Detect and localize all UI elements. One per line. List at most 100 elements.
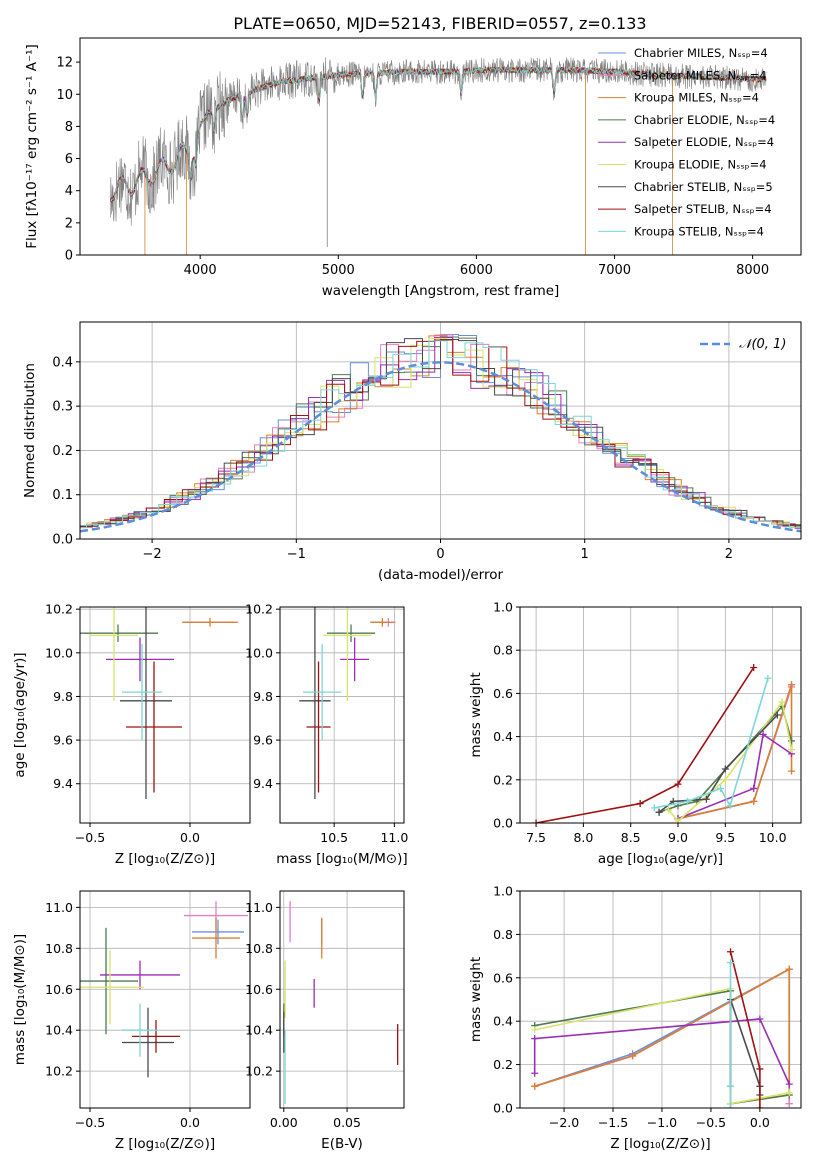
panel-mass_vs_ebv: 0.00 0.05 10.2 10.4 10.6 10.8 11.0 E(B-V) bbox=[245, 890, 405, 1152]
mass-weight-marker bbox=[727, 1104, 735, 1108]
gaussian-reference-line bbox=[80, 361, 801, 533]
y-tick-label: 0.8 bbox=[493, 643, 513, 658]
mass-weight-marker bbox=[726, 802, 734, 810]
axes-frame bbox=[519, 890, 802, 1109]
mass-weight-marker bbox=[636, 800, 644, 808]
y-tick-label: 10.2 bbox=[245, 1064, 273, 1079]
y-tick-label: 0.0 bbox=[493, 816, 513, 831]
mass-weight-marker bbox=[683, 797, 691, 805]
legend-label: Kroupa MILES, Nₛₛₚ=4 bbox=[634, 91, 759, 105]
x-tick-label: −0.5 bbox=[75, 1115, 105, 1130]
residual-histogram-step bbox=[80, 335, 801, 529]
mass-weight-marker bbox=[629, 1052, 637, 1060]
mass-weight-marker bbox=[665, 806, 673, 814]
plot-area bbox=[80, 334, 801, 539]
y-tick-label: 10.8 bbox=[45, 941, 73, 956]
mass-weight-marker bbox=[788, 681, 796, 689]
y-tick-label: 10.0 bbox=[245, 645, 273, 660]
y-tick-label: 10 bbox=[56, 88, 73, 103]
y-tick-label: 10.2 bbox=[45, 602, 73, 617]
x-tick-label: −1.5 bbox=[598, 1115, 628, 1130]
y-tick-label: 4 bbox=[65, 184, 73, 199]
x-tick-label: 0.0 bbox=[750, 1115, 770, 1130]
mass-weight-marker bbox=[727, 959, 735, 967]
y-tick-label: 0.4 bbox=[493, 1014, 513, 1029]
x-tick-label: −1.0 bbox=[647, 1115, 677, 1130]
residual-histogram-step bbox=[80, 339, 801, 528]
x-tick-label: 0.0 bbox=[180, 1115, 200, 1130]
y-tick-label: 9.6 bbox=[53, 733, 73, 748]
x-tick-label: 9.0 bbox=[668, 830, 688, 845]
axes-frame bbox=[519, 606, 802, 824]
legend-label: 𝒩(0, 1) bbox=[739, 337, 786, 352]
figure-title: PLATE=0650, MJD=52143, FIBERID=0557, z=0… bbox=[233, 14, 646, 33]
panel-mw_vs_z: −2.0 −1.5 −1.0 −0.5 0.0 0.0 0.2 0.4 0.6 0.8 1.0 Z [… bbox=[468, 884, 802, 1152]
y-axis-label: age [log₁₀(age/yr)] bbox=[12, 652, 28, 777]
y-axis-label: Flux [fλ10⁻¹⁷ erg cm⁻² s⁻¹ A⁻¹] bbox=[24, 44, 40, 249]
y-tick-label: 9.8 bbox=[253, 689, 273, 704]
x-axis-label: Z [log₁₀(Z/Z⊙)] bbox=[610, 1136, 710, 1152]
y-tick-label: 12 bbox=[56, 56, 73, 71]
x-tick-label: 6000 bbox=[460, 263, 493, 278]
plot-area bbox=[299, 607, 396, 799]
x-tick-label: 1 bbox=[581, 547, 589, 562]
y-tick-label: 0.6 bbox=[493, 970, 513, 985]
y-tick-label: 0.6 bbox=[493, 686, 513, 701]
mass-weight-marker bbox=[531, 1035, 539, 1043]
x-tick-label: 8.0 bbox=[573, 830, 593, 845]
x-tick-label: 11.0 bbox=[380, 830, 408, 845]
legend-label: Chabrier STELIB, Nₛₛₚ=5 bbox=[634, 180, 773, 194]
y-axis-label: mass weight bbox=[468, 957, 484, 1042]
y-tick-label: 0.4 bbox=[52, 355, 73, 370]
x-axis-label: E(B-V) bbox=[321, 1136, 363, 1152]
y-tick-label: 1.0 bbox=[493, 884, 513, 899]
y-axis-label: mass weight bbox=[468, 672, 484, 757]
x-tick-label: −0.5 bbox=[696, 1115, 726, 1130]
y-tick-label: 1.0 bbox=[493, 600, 513, 615]
mass-weight-line bbox=[533, 1018, 790, 1085]
x-tick-label: 10.0 bbox=[759, 830, 787, 845]
mass-weight-marker bbox=[759, 730, 767, 738]
y-tick-label: 11.0 bbox=[245, 900, 273, 915]
residual-histogram-step bbox=[80, 338, 801, 539]
mass-weight-line bbox=[677, 733, 792, 820]
x-tick-label: 9.5 bbox=[715, 830, 735, 845]
mass-weight-marker bbox=[717, 784, 725, 792]
x-tick-label: 7000 bbox=[598, 263, 631, 278]
legend-label: Chabrier ELODIE, Nₛₛₚ=4 bbox=[634, 113, 775, 127]
x-axis-label: (data-model)/error bbox=[378, 567, 504, 583]
panel-mass_vs_z: −0.5 0.0 10.2 10.4 10.6 10.8 11.0 Z [log₁₀(Z/Z⊙… bbox=[12, 890, 251, 1152]
x-tick-label: 0.0 bbox=[180, 830, 200, 845]
mass-weight-marker bbox=[785, 1100, 793, 1108]
mass-weight-marker bbox=[778, 698, 786, 706]
mass-weight-marker bbox=[655, 808, 663, 816]
y-tick-label: 10.2 bbox=[45, 1064, 73, 1079]
y-tick-label: 10.4 bbox=[45, 1023, 73, 1038]
residual-histogram-step bbox=[80, 340, 801, 529]
residual-legend: 𝒩(0, 1) bbox=[700, 337, 786, 352]
x-axis-label: wavelength [Angstrom, rest frame] bbox=[322, 283, 560, 299]
y-tick-label: 10.0 bbox=[45, 645, 73, 660]
plot-area bbox=[531, 948, 793, 1108]
y-tick-label: 11.0 bbox=[45, 900, 73, 915]
mass-weight-marker bbox=[750, 797, 758, 805]
panel-spectrum: 4000 5000 6000 7000 8000 0 2 4 6 8 10 12 wavelength … bbox=[24, 37, 802, 299]
x-tick-label: 4000 bbox=[184, 263, 217, 278]
plot-area bbox=[80, 607, 238, 799]
mass-weight-marker bbox=[721, 776, 729, 784]
mass-weight-marker bbox=[788, 767, 796, 775]
mass-weight-marker bbox=[702, 795, 710, 803]
mass-weight-marker bbox=[785, 1080, 793, 1088]
mass-weight-marker bbox=[750, 784, 758, 792]
y-tick-label: 0.2 bbox=[52, 444, 73, 459]
mass-weight-marker bbox=[650, 804, 658, 812]
legend-label: Salpeter ELODIE, Nₛₛₚ=4 bbox=[634, 135, 774, 149]
y-tick-label: 0.0 bbox=[52, 533, 73, 548]
mass-weight-marker bbox=[773, 711, 781, 719]
y-tick-label: 10.8 bbox=[245, 941, 273, 956]
x-axis-label: mass [log₁₀(M/M⊙)] bbox=[276, 851, 407, 867]
x-tick-label: 8000 bbox=[736, 263, 769, 278]
mass-weight-marker bbox=[750, 663, 758, 671]
mass-weight-marker bbox=[785, 965, 793, 973]
